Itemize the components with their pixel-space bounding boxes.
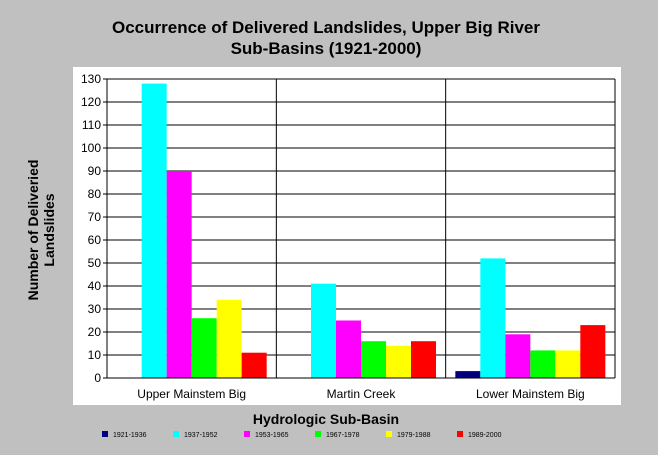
y-tick-label: 10 bbox=[88, 348, 102, 362]
y-tick-label: 70 bbox=[88, 210, 102, 224]
bars bbox=[141, 83, 606, 378]
legend-swatch-1967-1978 bbox=[315, 431, 321, 437]
legend-swatch-1937-1952 bbox=[173, 431, 179, 437]
bar-1937-1952-Upper Mainstem Big bbox=[141, 83, 167, 378]
legend-entry: 1937-1952 bbox=[184, 432, 218, 439]
y-tick-label: 80 bbox=[88, 187, 102, 201]
bar-1921-1936-Lower Mainstem Big bbox=[455, 371, 481, 378]
y-tick-label: 130 bbox=[81, 72, 101, 86]
legend-entry: 1979-1988 bbox=[397, 432, 431, 439]
legend-entry: 1967-1978 bbox=[326, 432, 360, 439]
legend-swatch-1921-1936 bbox=[102, 431, 108, 437]
x-tick-label: Martin Creek bbox=[327, 387, 397, 401]
y-tick-label: 50 bbox=[88, 256, 102, 270]
y-tick-label: 20 bbox=[88, 325, 102, 339]
legend-swatch-1953-1965 bbox=[244, 431, 250, 437]
bar-1953-1965-Martin Creek bbox=[336, 320, 361, 378]
legend-swatch-1989-2000 bbox=[457, 431, 463, 437]
bar-1953-1965-Lower Mainstem Big bbox=[505, 334, 531, 378]
x-axis-label: Hydrologic Sub-Basin bbox=[253, 411, 399, 427]
y-tick-label: 120 bbox=[81, 95, 101, 109]
bar-1979-1988-Martin Creek bbox=[386, 345, 411, 378]
chart-title-line-1: Occurrence of Delivered Landslides, Uppe… bbox=[112, 18, 540, 37]
legend-entry: 1989-2000 bbox=[468, 432, 502, 439]
bar-1989-2000-Lower Mainstem Big bbox=[580, 325, 606, 378]
y-tick-label: 30 bbox=[88, 302, 102, 316]
y-tick-label: 100 bbox=[81, 141, 101, 155]
y-tick-label: 60 bbox=[88, 233, 102, 247]
bar-1989-2000-Martin Creek bbox=[411, 341, 436, 378]
y-axis-label-line-1: Number of Deliveried bbox=[25, 160, 41, 301]
legend-entry: 1953-1965 bbox=[255, 432, 289, 439]
bar-1937-1952-Martin Creek bbox=[311, 283, 336, 378]
bar-1953-1965-Upper Mainstem Big bbox=[166, 171, 192, 378]
bar-1979-1988-Upper Mainstem Big bbox=[216, 299, 242, 378]
bar-1989-2000-Upper Mainstem Big bbox=[241, 352, 267, 378]
y-tick-label: 40 bbox=[88, 279, 102, 293]
legend: 1921-1936 1937-1952 1953-1965 1967-1978 1979… bbox=[102, 431, 502, 439]
bar-1967-1978-Upper Mainstem Big bbox=[191, 318, 217, 378]
bar-1979-1988-Lower Mainstem Big bbox=[555, 350, 581, 378]
x-tick-label: Upper Mainstem Big bbox=[137, 387, 246, 401]
axes: 0 10 20 30 40 50 60 70 80 90 100 110 120 130 Upper Mai… bbox=[81, 72, 616, 401]
chart-title-line-2: Sub-Basins (1921-2000) bbox=[231, 39, 422, 58]
y-tick-label: 90 bbox=[88, 164, 102, 178]
y-tick-label: 0 bbox=[94, 371, 101, 385]
bar-1967-1978-Lower Mainstem Big bbox=[530, 350, 556, 378]
bar-1937-1952-Lower Mainstem Big bbox=[480, 258, 506, 378]
bar-1967-1978-Martin Creek bbox=[361, 341, 386, 378]
x-tick-label: Lower Mainstem Big bbox=[476, 387, 585, 401]
y-tick-label: 110 bbox=[82, 118, 101, 132]
y-axis-label-line-2: Landslides bbox=[41, 193, 57, 266]
legend-entry: 1921-1936 bbox=[113, 432, 147, 439]
legend-swatch-1979-1988 bbox=[386, 431, 392, 437]
